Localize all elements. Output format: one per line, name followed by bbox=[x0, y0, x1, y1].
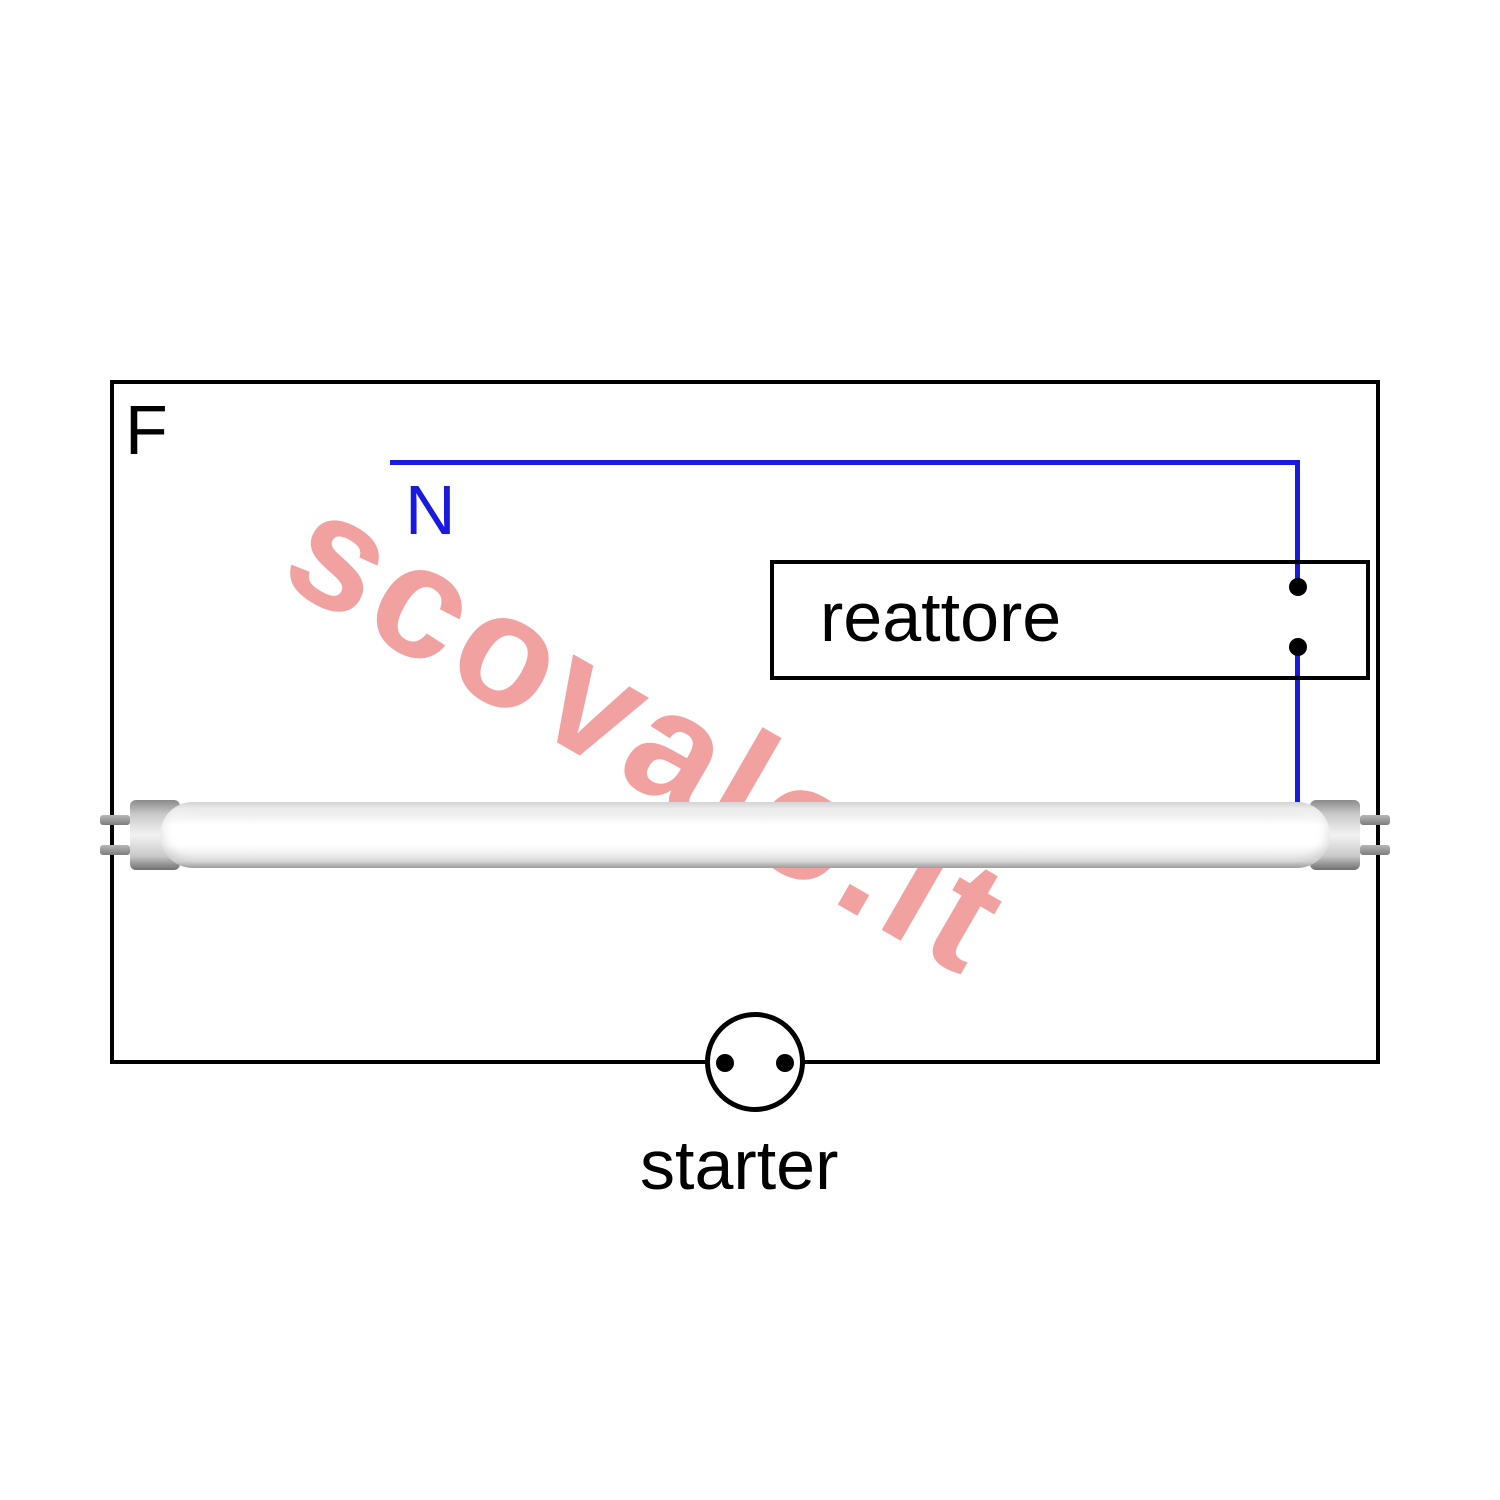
reactor-dot-bottom bbox=[1289, 638, 1307, 656]
wire-phase-top bbox=[110, 380, 1380, 384]
starter-dot-right bbox=[776, 1054, 794, 1072]
starter-dot-left bbox=[716, 1054, 734, 1072]
wire-starter-right bbox=[800, 1060, 1380, 1064]
reactor-dot-top bbox=[1289, 578, 1307, 596]
wire-starter-left bbox=[110, 1060, 710, 1064]
wire-phase-right-vertical bbox=[1376, 380, 1380, 1064]
label-phase: F bbox=[125, 395, 168, 465]
wire-neutral-top bbox=[390, 460, 1300, 465]
tube-pin-right-bottom bbox=[1360, 845, 1390, 855]
diagram-stage: scovalo.it F N r bbox=[0, 0, 1500, 1500]
tube-pin-right-top bbox=[1360, 815, 1390, 825]
label-neutral: N bbox=[405, 475, 456, 545]
watermark-text: scovalo.it bbox=[257, 453, 1040, 1011]
tube-pin-left-top bbox=[100, 815, 130, 825]
label-starter: starter bbox=[640, 1130, 838, 1200]
label-reactor: reattore bbox=[820, 582, 1061, 652]
tube-body bbox=[160, 802, 1330, 868]
wire-phase-left-vertical bbox=[110, 380, 114, 1064]
tube-pin-left-bottom bbox=[100, 845, 130, 855]
fluorescent-tube bbox=[130, 800, 1360, 870]
